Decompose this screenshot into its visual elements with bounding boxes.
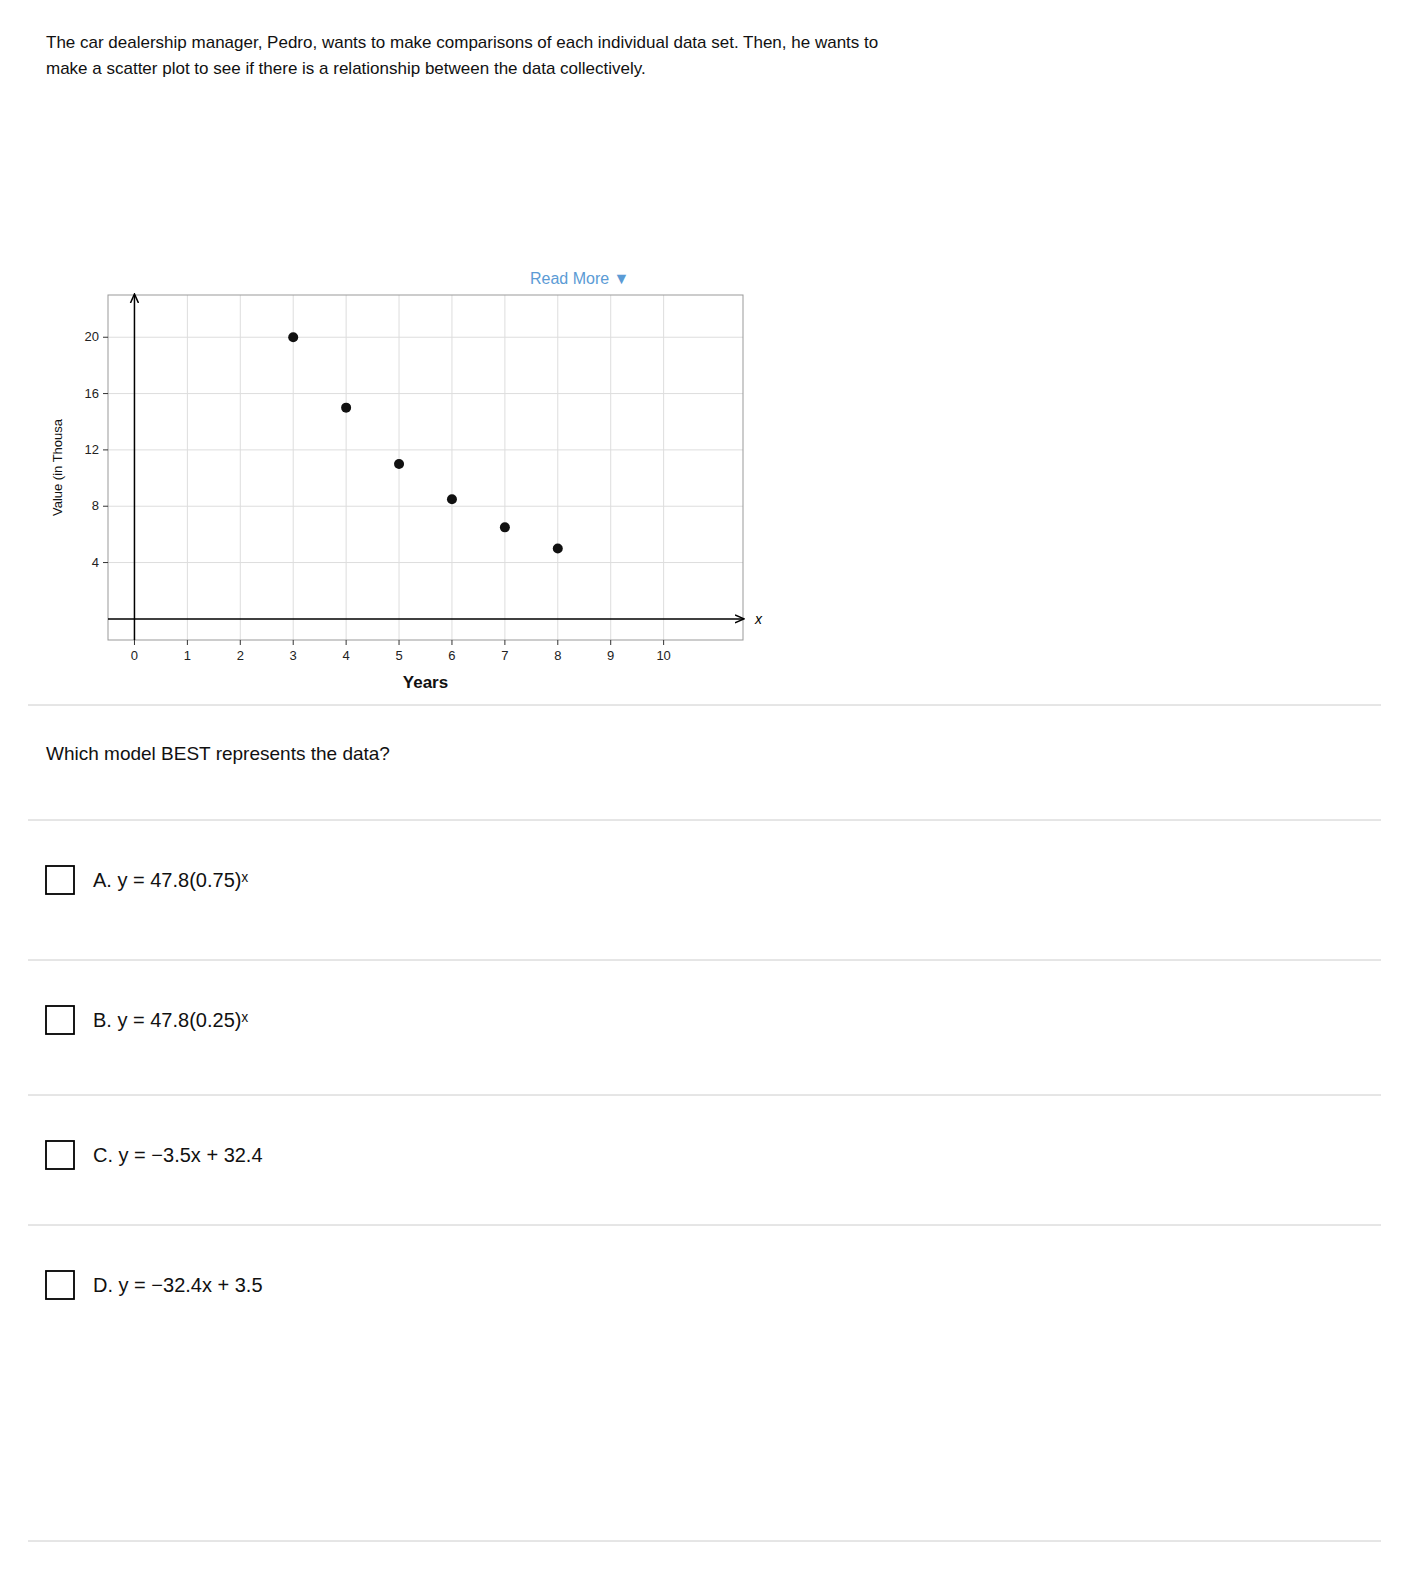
x-tick-label: 9 <box>607 648 614 663</box>
y-tick-label: 16 <box>85 386 99 401</box>
y-tick-label: 20 <box>85 329 99 344</box>
grid-line-y <box>108 506 743 507</box>
y-tick-label: 4 <box>92 555 99 570</box>
checkbox[interactable] <box>46 866 74 894</box>
x-tick <box>187 640 188 645</box>
grid-line-x <box>557 295 558 640</box>
separator <box>28 1095 1381 1096</box>
grid-line-x <box>663 295 664 640</box>
checkbox[interactable] <box>46 1141 74 1169</box>
x-tick-label: 6 <box>448 648 455 663</box>
x-axis-label: Years <box>403 673 448 692</box>
grid-line-x <box>346 295 347 640</box>
question: Which model BEST represents the data? <box>46 743 390 764</box>
answer-option: C. y = −3.5x + 32.4 <box>93 1144 263 1166</box>
grid-line-x <box>134 295 135 640</box>
x-tick-label: 2 <box>237 648 244 663</box>
scatter-point <box>553 543 563 553</box>
scatter-point <box>394 459 404 469</box>
x-tick-label: 5 <box>395 648 402 663</box>
x-tick <box>240 640 241 645</box>
answer-option: B. y = 47.8(0.25)ˣ <box>93 1009 248 1031</box>
y-tick <box>103 337 108 338</box>
scatter-point <box>447 494 457 504</box>
grid <box>108 295 743 640</box>
x-tick <box>663 640 664 645</box>
y-axis-arrow <box>134 295 136 640</box>
grid-line-y <box>108 393 743 394</box>
scatter-point <box>288 332 298 342</box>
x-tick-label: 10 <box>656 648 670 663</box>
separator <box>28 705 1381 706</box>
checkbox[interactable] <box>46 1271 74 1299</box>
answer-option: A. y = 47.8(0.75)ˣ <box>93 869 248 891</box>
x-tick-label: 7 <box>501 648 508 663</box>
x-tick-label: 0 <box>131 648 138 663</box>
x-tick <box>346 640 347 645</box>
subtitle: make a scatter plot to see if there is a… <box>46 59 646 78</box>
grid-line-x <box>293 295 294 640</box>
grid-line-y <box>108 562 743 563</box>
grid-line-y <box>108 449 743 450</box>
grid-line-x <box>610 295 611 640</box>
x-tick <box>399 640 400 645</box>
scatter-point <box>500 522 510 532</box>
ticks: 01234567891048121620 <box>85 329 671 663</box>
x-tick <box>451 640 452 645</box>
y-tick <box>103 449 108 450</box>
axis-tip-label: x <box>754 611 763 627</box>
y-tick <box>103 393 108 394</box>
x-tick <box>134 640 135 645</box>
grid-line-x <box>451 295 452 640</box>
x-tick <box>504 640 505 645</box>
grid-line-y <box>108 337 743 338</box>
checkbox[interactable] <box>46 1006 74 1034</box>
x-tick-label: 1 <box>184 648 191 663</box>
grid-line-x <box>504 295 505 640</box>
plot-frame <box>108 295 743 640</box>
y-tick <box>103 562 108 563</box>
grid-line-x <box>240 295 241 640</box>
grid-line-x <box>187 295 188 640</box>
points <box>288 332 563 553</box>
page: The car dealership manager, Pedro, wants… <box>0 0 1409 1576</box>
x-tick <box>557 640 558 645</box>
scatter-point <box>341 403 351 413</box>
answer-option: D. y = −32.4x + 3.5 <box>93 1274 263 1296</box>
x-tick-label: 4 <box>343 648 350 663</box>
title: The car dealership manager, Pedro, wants… <box>46 33 878 52</box>
y-tick-label: 12 <box>85 442 99 457</box>
read-more[interactable]: Read More ▼ <box>530 270 629 287</box>
separator <box>28 960 1381 961</box>
x-tick-label: 8 <box>554 648 561 663</box>
separator <box>28 820 1381 821</box>
x-axis-arrow <box>108 618 743 620</box>
y-tick-label: 8 <box>92 498 99 513</box>
y-tick <box>103 506 108 507</box>
x-tick <box>293 640 294 645</box>
x-tick-label: 3 <box>290 648 297 663</box>
separator <box>28 1225 1381 1226</box>
x-tick <box>610 640 611 645</box>
y-axis-label: Value (in Thousa <box>50 418 65 516</box>
separator <box>28 1541 1381 1542</box>
